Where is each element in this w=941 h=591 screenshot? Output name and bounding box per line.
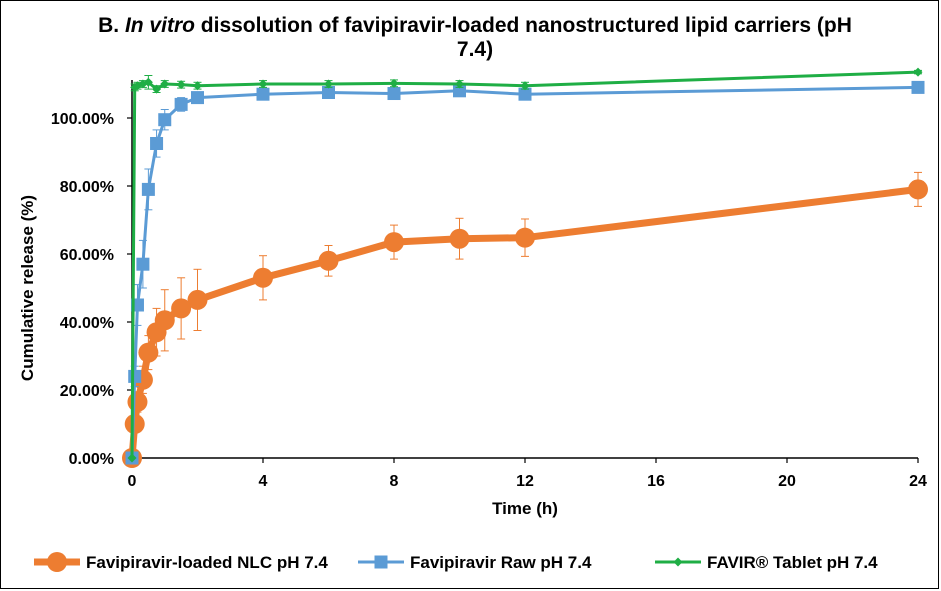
data-point — [318, 250, 339, 271]
x-tick-label: 0 — [128, 473, 137, 490]
series-3 — [127, 67, 923, 463]
data-point — [158, 113, 172, 127]
y-tick-label: 100.00% — [51, 111, 114, 128]
data-point — [520, 81, 530, 91]
data-point — [911, 80, 925, 94]
data-point — [258, 79, 268, 89]
data-point — [449, 228, 470, 249]
y-tick-label: 60.00% — [60, 247, 114, 264]
data-point — [256, 87, 270, 101]
series-2 — [125, 80, 925, 465]
data-point — [150, 137, 164, 150]
data-point — [187, 289, 208, 310]
data-point — [152, 84, 162, 94]
data-point — [127, 391, 148, 412]
data-point — [387, 87, 401, 101]
data-point — [193, 81, 202, 91]
data-point — [160, 79, 170, 89]
y-tick-label: 80.00% — [60, 179, 114, 196]
data-point — [174, 97, 188, 111]
data-point — [171, 298, 192, 319]
x-tick-label: 16 — [647, 473, 665, 490]
series-layer — [122, 67, 928, 468]
data-point — [322, 86, 335, 99]
legend: Favipiravir-loaded NLC pH 7.4 Favipiravir… — [34, 552, 878, 572]
data-point — [455, 79, 464, 89]
title-rest: dissolution of favipiravir-loaded nanost… — [194, 14, 852, 61]
data-point — [253, 267, 273, 288]
y-tick-label: 20.00% — [60, 383, 114, 400]
data-point — [908, 179, 928, 200]
y-axis-title: Cumulative release (%) — [18, 195, 37, 381]
legend-marker — [673, 557, 683, 567]
x-tick-label: 8 — [390, 473, 399, 490]
data-point — [136, 257, 150, 271]
data-point — [384, 232, 404, 253]
data-point — [138, 342, 159, 363]
legend-item-3: FAVIR® Tablet pH 7.4 — [655, 553, 878, 572]
title-italic: In vitro — [124, 14, 195, 37]
legend-marker — [47, 552, 67, 572]
data-point — [389, 78, 399, 88]
axes-group: 0.00% 20.00% 40.00% 60.00% 80.00% 100.00% 0 4 8 1… — [51, 80, 927, 490]
data-point — [128, 369, 142, 383]
x-tick-label: 20 — [778, 473, 796, 490]
data-point — [324, 79, 333, 89]
data-point — [143, 77, 153, 87]
x-tick-label: 12 — [516, 473, 534, 490]
data-point — [176, 80, 186, 90]
legend-label: FAVIR® Tablet pH 7.4 — [707, 553, 878, 572]
legend-item-2: Favipiravir Raw pH 7.4 — [358, 553, 592, 572]
data-point — [124, 414, 145, 434]
chart-title: B. In vitro dissolution of favipiravir-l… — [90, 14, 860, 62]
data-point — [154, 310, 175, 331]
y-tick-label: 40.00% — [60, 315, 114, 332]
legend-marker — [374, 555, 388, 569]
data-point — [127, 453, 137, 463]
series-1 — [122, 171, 928, 468]
data-point — [518, 87, 532, 101]
y-tick-label: 0.00% — [69, 451, 114, 468]
x-tick-label: 24 — [909, 473, 927, 490]
data-point — [141, 182, 155, 196]
series-line — [130, 70, 919, 459]
data-point — [913, 67, 923, 77]
series-line — [130, 85, 919, 459]
legend-item-1: Favipiravir-loaded NLC pH 7.4 — [34, 552, 328, 572]
legend-label: Favipiravir Raw pH 7.4 — [410, 553, 592, 572]
data-point — [191, 91, 204, 105]
title-prefix: B. — [98, 14, 125, 37]
data-point — [515, 227, 535, 248]
x-tick-label: 4 — [259, 473, 268, 490]
legend-label: Favipiravir-loaded NLC pH 7.4 — [86, 553, 328, 572]
x-axis-title: Time (h) — [492, 499, 558, 518]
